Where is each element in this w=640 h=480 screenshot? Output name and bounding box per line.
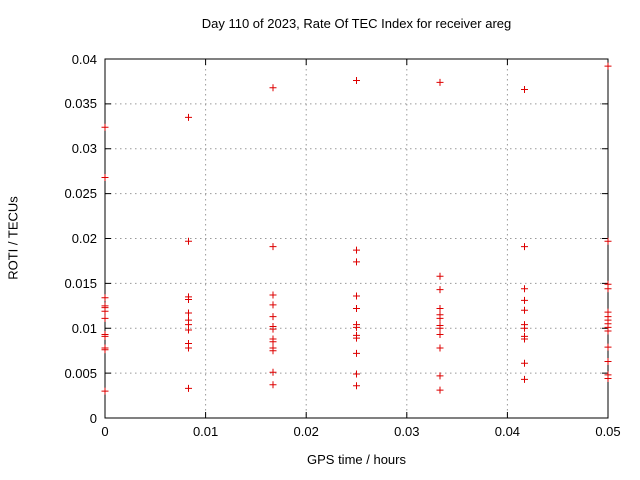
data-point-marker	[101, 123, 109, 131]
data-point-marker	[184, 344, 192, 352]
y-tick-label: 0.015	[64, 275, 97, 291]
data-point-marker	[436, 286, 444, 294]
data-point-marker	[353, 382, 360, 390]
data-point-marker	[353, 349, 360, 357]
data-point-marker	[269, 301, 277, 309]
data-point-marker	[101, 332, 109, 340]
data-point-marker	[604, 285, 612, 293]
data-point-marker	[521, 86, 529, 94]
data-point-marker	[184, 296, 192, 304]
y-tick-label: 0.01	[71, 320, 97, 336]
data-point-marker	[604, 327, 612, 335]
x-tick-label: 0.04	[494, 424, 521, 439]
data-point-marker	[184, 237, 192, 245]
data-point-marker	[353, 246, 360, 254]
data-point-marker	[436, 372, 444, 380]
data-point-marker	[436, 386, 444, 394]
data-point-marker	[604, 62, 612, 70]
data-point-marker	[184, 384, 192, 392]
data-point-marker	[269, 243, 277, 251]
data-point-marker	[521, 375, 529, 383]
data-point-marker	[521, 243, 529, 251]
data-point-marker	[353, 258, 360, 266]
data-point-marker	[184, 326, 192, 334]
data-point-marker	[184, 113, 192, 121]
data-point-marker	[521, 324, 529, 332]
data-point-marker	[521, 306, 529, 314]
data-point-marker	[353, 370, 360, 378]
data-point-marker	[269, 84, 277, 92]
x-tick-label: 0.01	[192, 424, 219, 439]
data-point-marker	[604, 357, 612, 365]
x-axis-title: GPS time / hours	[307, 452, 406, 467]
x-tick-label: 0.03	[394, 424, 420, 439]
data-point-marker	[436, 344, 444, 352]
y-tick-label: 0.035	[64, 96, 97, 112]
data-point-marker	[269, 291, 277, 299]
data-point-marker	[436, 314, 444, 322]
y-tick-label: 0.02	[71, 231, 97, 246]
data-point-marker	[101, 314, 109, 322]
y-tick-label: 0.005	[64, 365, 97, 381]
data-point-marker	[353, 77, 360, 85]
data-point-marker	[521, 359, 529, 367]
data-point-marker	[269, 347, 277, 355]
data-point-marker	[353, 292, 360, 300]
data-point-marker	[353, 334, 360, 342]
data-point-marker	[353, 323, 360, 331]
data-point-marker	[269, 368, 277, 376]
data-point-marker	[604, 343, 612, 351]
data-point-marker	[269, 313, 277, 321]
data-point-marker	[604, 237, 612, 245]
y-tick-label: 0.04	[71, 51, 97, 67]
data-point-marker	[101, 294, 109, 302]
data-point-marker	[604, 375, 612, 383]
data-point-marker	[101, 346, 109, 354]
data-point-marker	[436, 272, 444, 280]
data-point-marker	[436, 305, 444, 313]
data-point-marker	[269, 338, 277, 346]
data-point-marker	[269, 381, 277, 389]
data-point-marker	[101, 307, 109, 315]
x-tick-label: 0.05	[595, 424, 621, 439]
data-point-marker	[101, 387, 109, 395]
data-point-marker	[353, 305, 360, 313]
y-tick-label: 0.025	[64, 186, 97, 202]
data-point-marker	[521, 285, 529, 293]
data-point-marker	[436, 78, 444, 86]
y-tick-label: 0.03	[71, 141, 97, 157]
data-point-marker	[521, 335, 529, 343]
data-point-marker	[269, 325, 277, 333]
data-point-marker	[436, 331, 444, 339]
data-point-marker	[436, 324, 444, 332]
chart-title: Day 110 of 2023, Rate Of TEC Index for r…	[201, 16, 512, 31]
x-tick-label: 0.02	[293, 424, 319, 439]
x-tick-label: 0	[101, 424, 109, 439]
data-point-marker	[101, 173, 109, 181]
data-point-marker	[184, 309, 192, 317]
y-tick-label: 0	[89, 410, 97, 426]
data-point-marker	[521, 296, 529, 304]
